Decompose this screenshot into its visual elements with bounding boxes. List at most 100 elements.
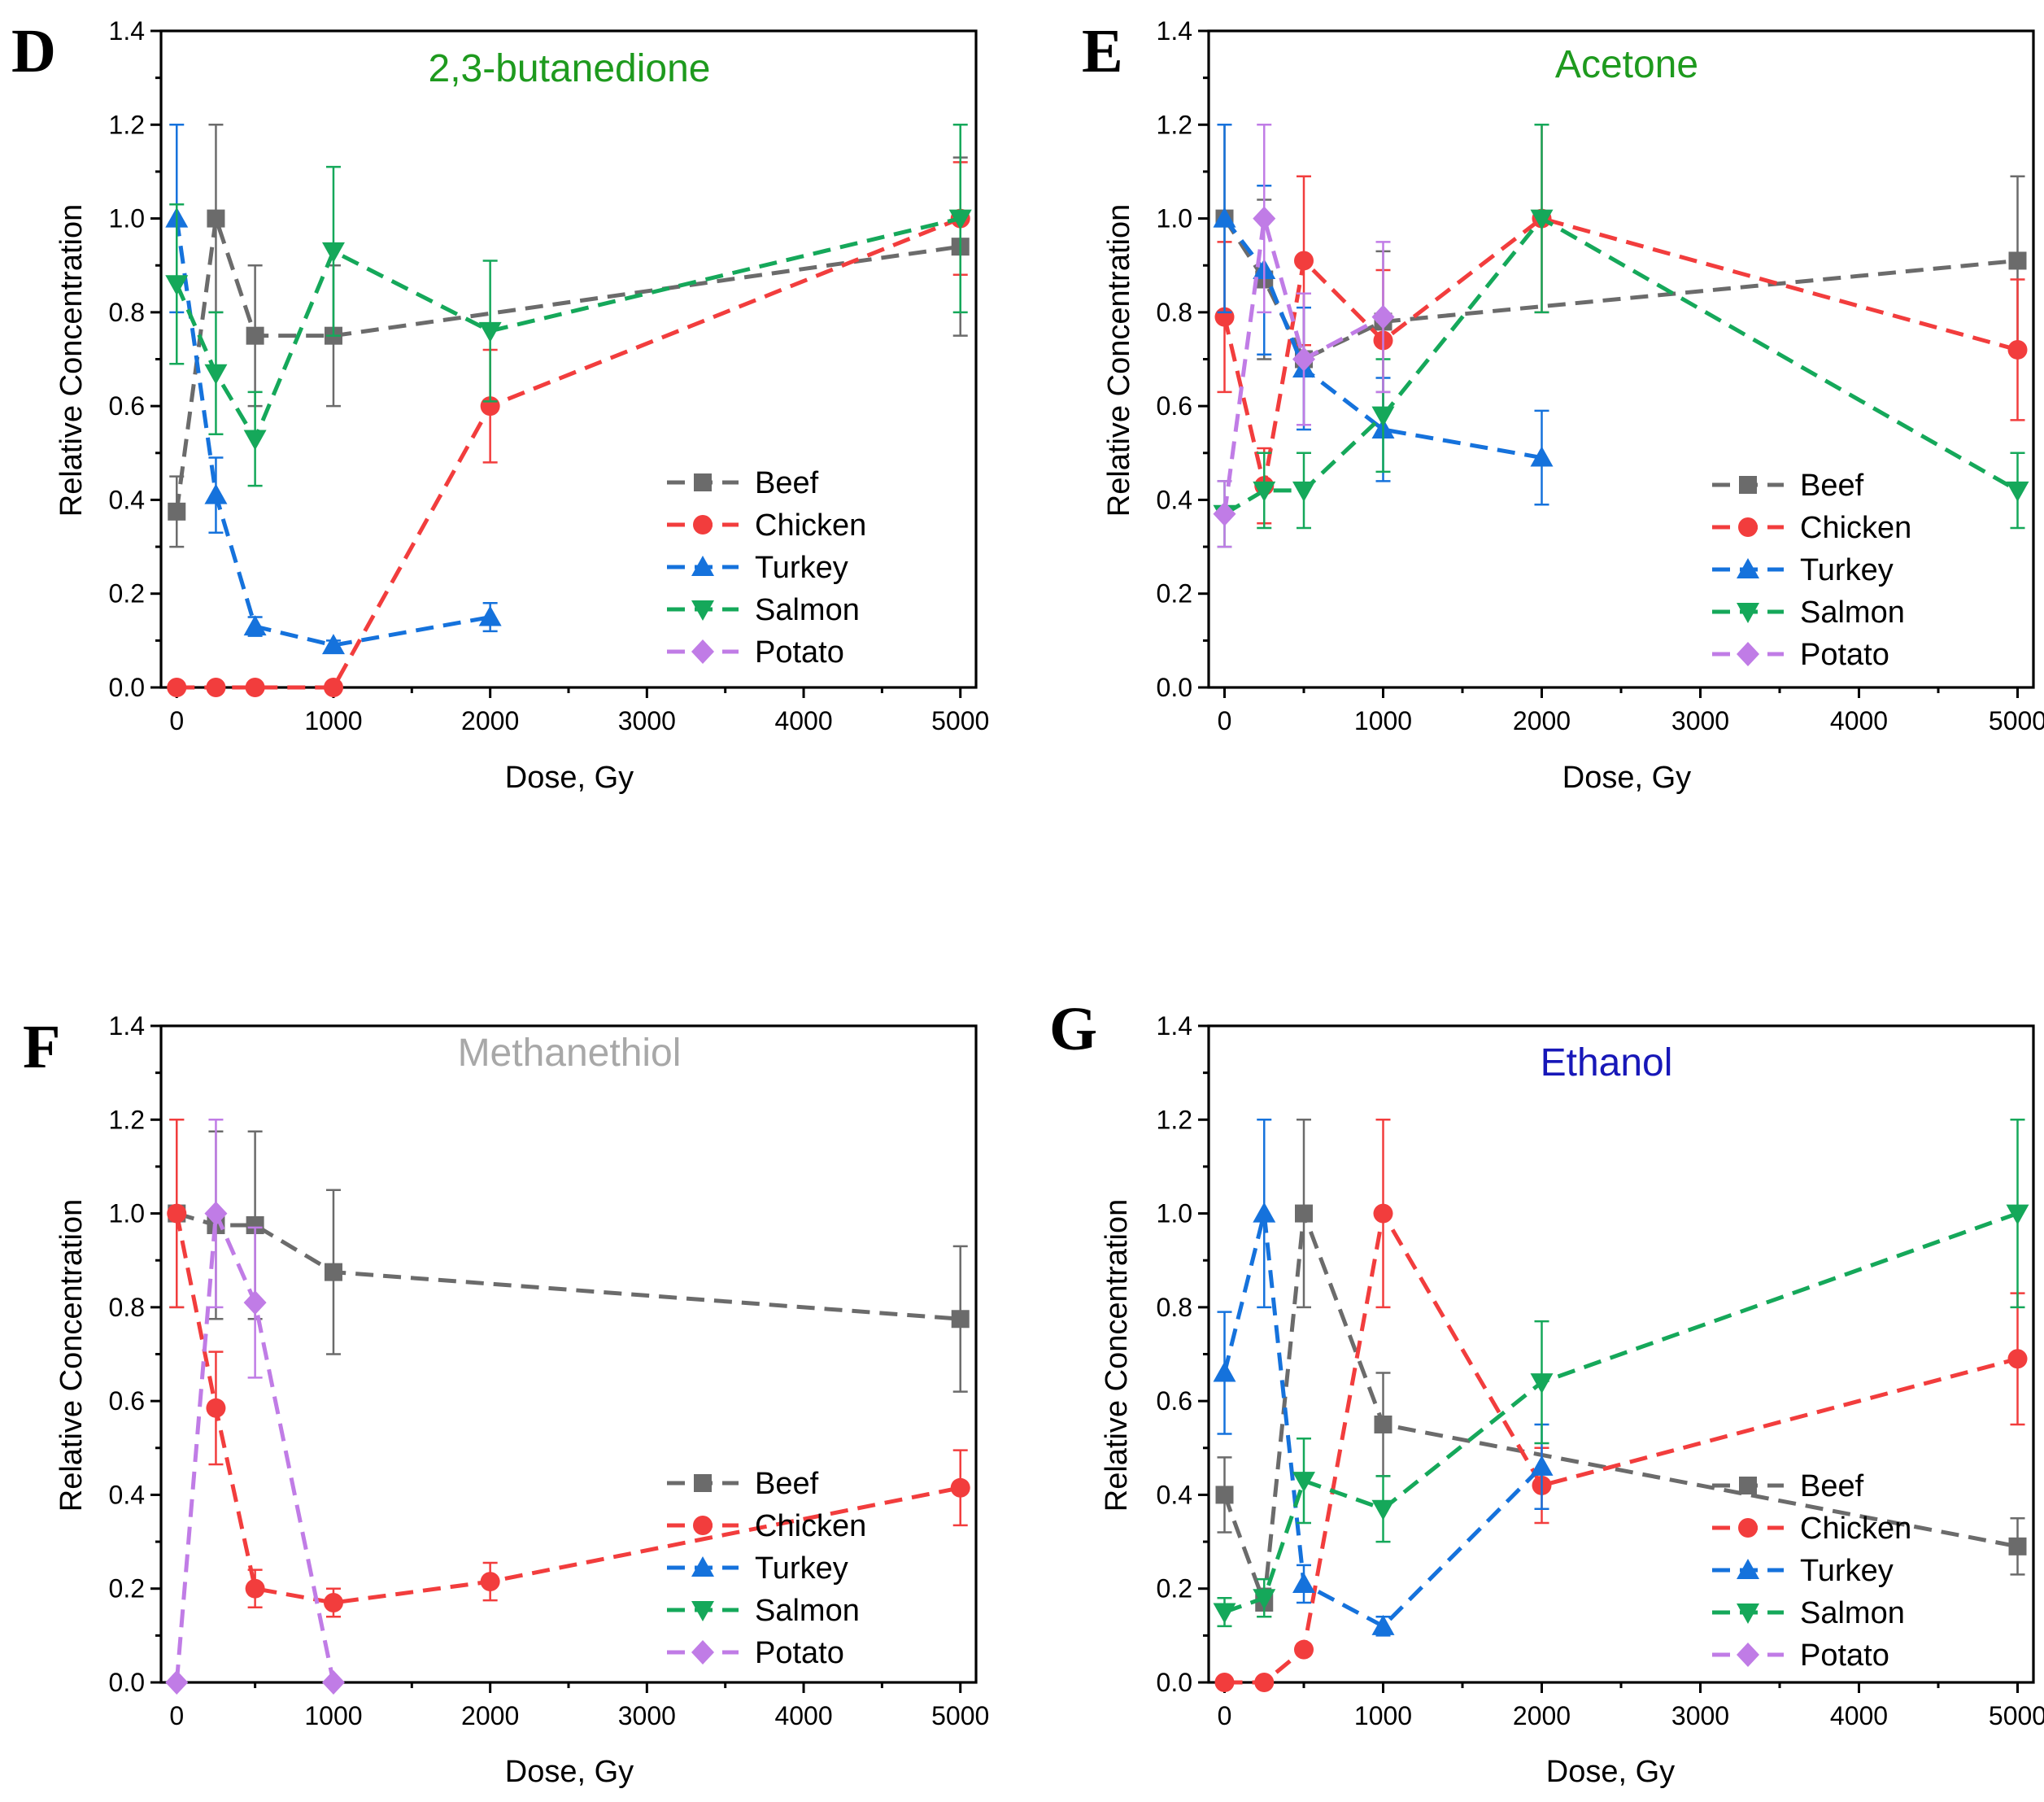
data-point-salmon [1371,406,1395,427]
legend-marker [691,556,714,576]
legend-label: Chicken [1800,1512,1911,1546]
legend-label: Turkey [755,551,848,585]
series-salmon [165,124,972,487]
data-point-turkey [1530,446,1554,467]
data-point-chicken [206,1398,226,1418]
data-point-turkey [1253,1202,1276,1223]
legend-item-chicken: Chicken [667,508,866,543]
y-tick-label: 1.2 [109,110,145,139]
x-tick-label: 2000 [1513,706,1571,735]
x-tick-label: 5000 [931,706,989,735]
legend-label: Salmon [1800,596,1905,630]
y-tick-label: 0.2 [109,579,145,609]
data-point-chicken [167,678,187,697]
panel-letter: D [11,17,56,85]
x-axis-title: Dose, Gy [505,1755,634,1789]
plot-area: 0 1000 2000 3000 4000 5000 0.0 0.2 0.4 0.6 0.8 1.0 1… [109,16,990,735]
y-tick-label: 0.6 [1157,1386,1192,1416]
legend-label: Potato [755,635,844,670]
legend-marker [691,1556,714,1577]
x-tick-label: 1000 [304,706,362,735]
legend-item-chicken: Chicken [1712,511,1911,545]
legend-label: Salmon [1800,1596,1905,1630]
data-point-chicken [206,678,226,697]
y-tick-label: 0.6 [1157,391,1192,421]
legend-label: Beef [1800,1469,1864,1503]
data-point-salmon [243,430,267,451]
data-point-beef [1295,1204,1313,1223]
legend-label: Potato [1800,638,1889,672]
legend-label: Salmon [755,593,860,627]
legend-item-potato: Potato [667,1636,844,1670]
x-tick-label: 4000 [1830,706,1888,735]
x-tick-label: 0 [169,706,184,735]
y-tick-label: 1.4 [109,16,145,46]
y-tick-label: 0.8 [1157,1293,1192,1322]
data-point-beef [2008,1537,2027,1555]
legend-item-beef: Beef [1712,469,1864,503]
y-tick-label: 1.2 [109,1105,145,1134]
data-point-potato [243,1290,267,1316]
series-chicken [1214,1119,2028,1692]
series-potato [165,1119,345,1695]
data-point-chicken [950,1477,970,1498]
y-tick-label: 0.6 [109,391,145,421]
legend-marker [691,1640,714,1665]
panel-f: F Methanethiol 0 1000 2000 3000 4000 50000.00… [23,1011,989,1789]
legend-item-beef: Beef [667,1467,819,1501]
legend-label: Beef [755,1467,819,1501]
data-point-beef [207,209,225,228]
y-axis-title: Relative Concentration [54,1199,89,1512]
data-point-beef [324,1263,342,1281]
panel-title: Ethanol [1541,1041,1673,1084]
data-point-salmon [1530,1373,1554,1394]
x-tick-label: 4000 [774,1701,832,1730]
y-tick-label: 1.0 [109,204,145,233]
data-point-potato [165,1670,189,1695]
legend-marker [694,473,712,491]
data-point-turkey [1213,1361,1236,1382]
x-tick-label: 2000 [461,706,519,735]
panel-title: Acetone [1555,43,1698,86]
series-chicken [1214,124,2028,525]
legend-item-salmon: Salmon [667,593,860,627]
y-tick-label: 0.2 [1157,1574,1192,1603]
series-beef [168,124,970,548]
y-tick-label: 1.4 [1157,1011,1192,1041]
y-axis-title: Relative Concentration [1100,1199,1134,1512]
data-point-beef [951,1310,970,1329]
legend-label: Chicken [755,508,866,543]
data-point-turkey [1371,1614,1395,1635]
y-tick-label: 0.2 [1157,579,1192,609]
legend-label: Turkey [1800,1554,1894,1588]
legend-marker [693,515,713,534]
data-point-potato [1253,206,1276,231]
legend-item-beef: Beef [1712,1469,1864,1503]
legend-label: Salmon [755,1594,860,1628]
legend-marker [691,1601,714,1621]
data-point-chicken [245,678,265,697]
data-point-potato [1371,304,1395,329]
x-tick-label: 2000 [1513,1701,1571,1730]
data-point-salmon [1253,481,1276,502]
legend-marker [1737,603,1759,623]
legend-marker [1737,1643,1759,1667]
panel-title: 2,3-butanedione [429,47,711,90]
legend-label: Potato [1800,1638,1889,1673]
legend-marker [1737,642,1759,666]
data-point-chicken [167,1203,187,1224]
legend: Beef Chicken Turkey Salmon Potato [1712,1469,1911,1673]
data-point-turkey [243,615,267,636]
legend-label: Beef [1800,469,1864,503]
data-point-beef [246,326,264,345]
y-tick-label: 1.0 [1157,204,1192,233]
legend-marker [1739,1477,1757,1494]
data-point-salmon [321,242,345,263]
y-tick-label: 1.2 [1157,110,1192,139]
data-point-turkey [478,605,502,626]
legend-item-turkey: Turkey [1712,1554,1894,1588]
data-point-chicken [323,1593,343,1613]
panel-d: D 2,3-butanedione 0 1000 2000 3000 4000 50000… [11,16,989,795]
y-tick-label: 0.0 [109,1668,145,1697]
